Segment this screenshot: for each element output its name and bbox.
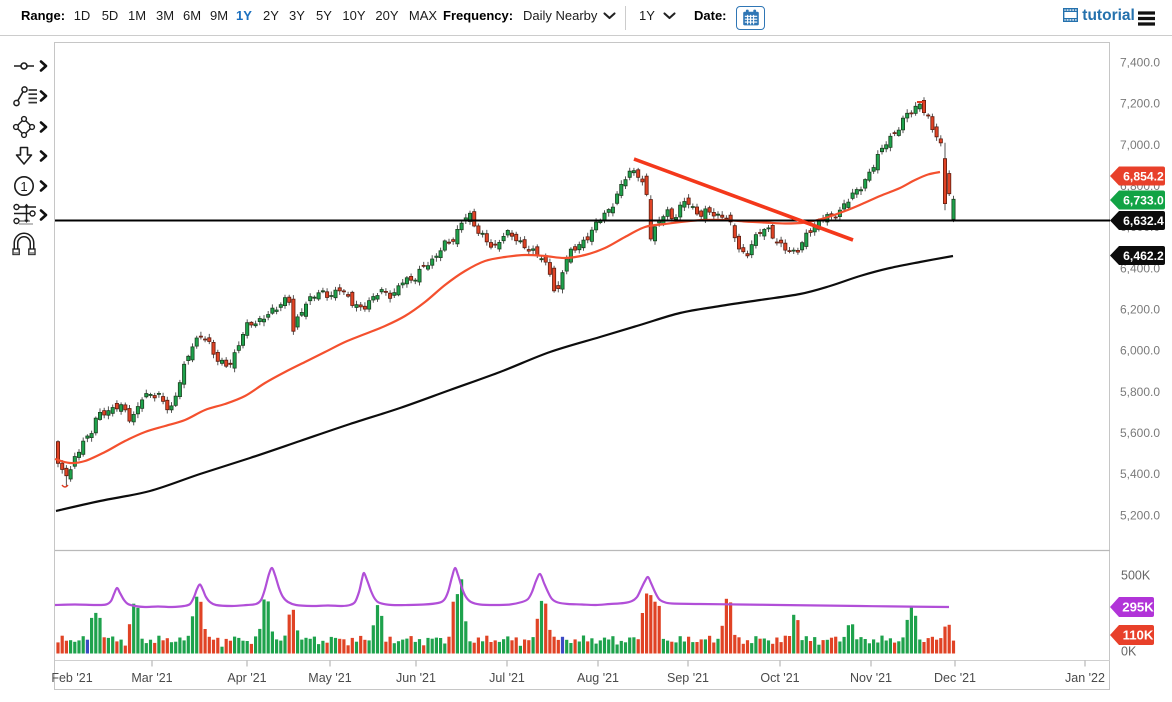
svg-text:Jul '21: Jul '21	[489, 671, 525, 685]
svg-text:Apr '21: Apr '21	[227, 671, 266, 685]
svg-text:May '21: May '21	[308, 671, 351, 685]
svg-text:Aug '21: Aug '21	[577, 671, 619, 685]
svg-text:Mar '21: Mar '21	[131, 671, 172, 685]
svg-text:110K: 110K	[1123, 628, 1154, 643]
svg-text:295K: 295K	[1122, 600, 1154, 615]
svg-text:Dec '21: Dec '21	[934, 671, 976, 685]
svg-text:Jan '22: Jan '22	[1065, 671, 1105, 685]
svg-text:Jun '21: Jun '21	[396, 671, 436, 685]
svg-text:500K: 500K	[1121, 569, 1151, 583]
svg-text:7,000.0: 7,000.0	[1120, 138, 1160, 152]
svg-text:7,400.0: 7,400.0	[1120, 56, 1160, 70]
svg-text:Sep '21: Sep '21	[667, 671, 709, 685]
svg-text:6,733.0: 6,733.0	[1123, 194, 1164, 208]
svg-text:5,200.0: 5,200.0	[1120, 508, 1160, 522]
svg-text:6,462.2: 6,462.2	[1123, 249, 1164, 263]
svg-text:6,200.0: 6,200.0	[1120, 303, 1160, 317]
svg-text:1: 1	[20, 179, 27, 194]
svg-text:Nov '21: Nov '21	[850, 671, 892, 685]
svg-text:5,400.0: 5,400.0	[1120, 467, 1160, 481]
svg-text:6,000.0: 6,000.0	[1120, 344, 1160, 358]
svg-text:7,200.0: 7,200.0	[1120, 97, 1160, 111]
svg-text:6,632.4: 6,632.4	[1123, 214, 1164, 228]
svg-text:Oct '21: Oct '21	[760, 671, 799, 685]
svg-text:Feb '21: Feb '21	[51, 671, 92, 685]
svg-text:5,800.0: 5,800.0	[1120, 385, 1160, 399]
svg-text:0K: 0K	[1121, 645, 1137, 659]
svg-text:5,600.0: 5,600.0	[1120, 426, 1160, 440]
svg-text:6,854.2: 6,854.2	[1123, 170, 1164, 184]
